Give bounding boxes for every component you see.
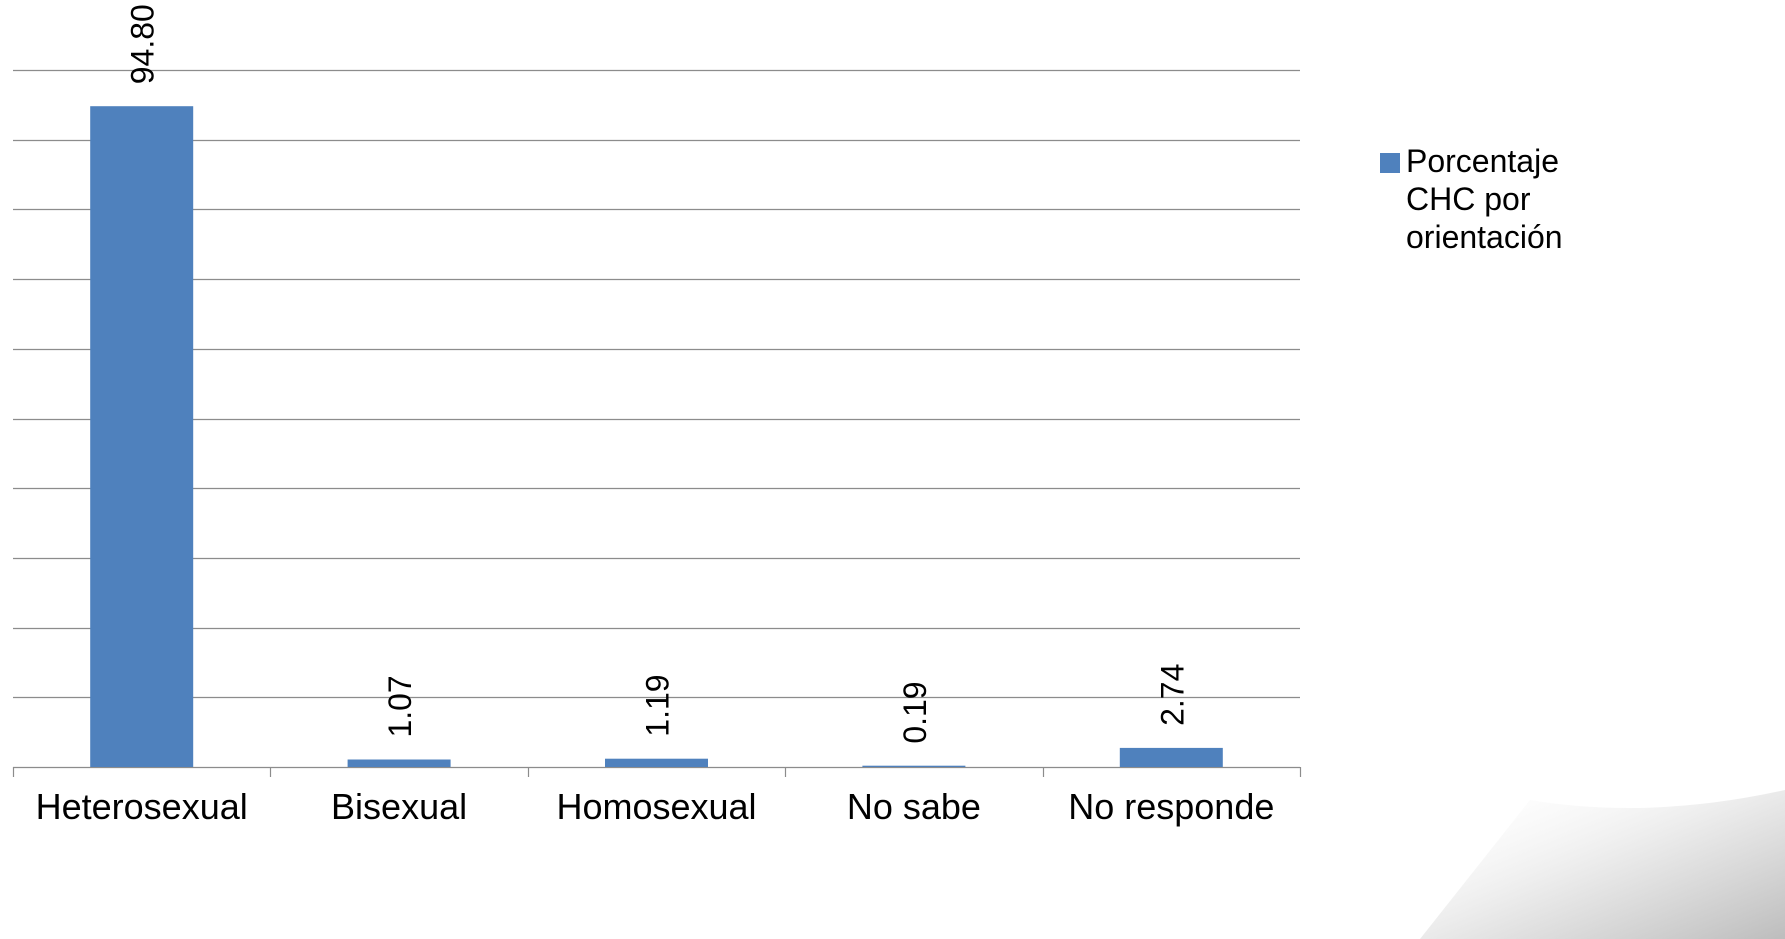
x-axis: [12, 766, 1302, 777]
bar: [90, 106, 194, 767]
category-labels: Heterosexual Bisexual Homosexual No sabe No …: [36, 786, 1275, 827]
data-label: 2.74: [1154, 664, 1190, 726]
data-label: 1.19: [640, 674, 676, 736]
bar: [1119, 747, 1223, 767]
category-label: Heterosexual: [36, 786, 248, 827]
bar: [862, 765, 966, 767]
bar: [347, 759, 451, 767]
data-labels: 94.80 1.07 1.19 0.19 2.74: [125, 4, 1191, 744]
page-curl-decoration: [1420, 790, 1785, 939]
data-label: 1.07: [382, 675, 418, 737]
data-label: 94.80: [125, 4, 161, 84]
category-label: Bisexual: [331, 786, 467, 827]
legend-label-line: CHC por: [1406, 181, 1531, 217]
legend-label-line: orientación: [1406, 219, 1563, 255]
legend-label: Porcentaje CHC por orientación: [1406, 143, 1563, 255]
gridlines: [13, 69, 1300, 699]
data-label: 0.19: [897, 681, 933, 743]
legend: Porcentaje CHC por orientación: [1380, 143, 1563, 255]
category-label: Homosexual: [556, 786, 756, 827]
category-label: No responde: [1068, 786, 1274, 827]
bar: [605, 758, 708, 767]
category-label: No sabe: [847, 786, 981, 827]
legend-swatch: [1380, 153, 1400, 173]
legend-label-line: Porcentaje: [1406, 143, 1559, 179]
bars: [90, 106, 1223, 767]
